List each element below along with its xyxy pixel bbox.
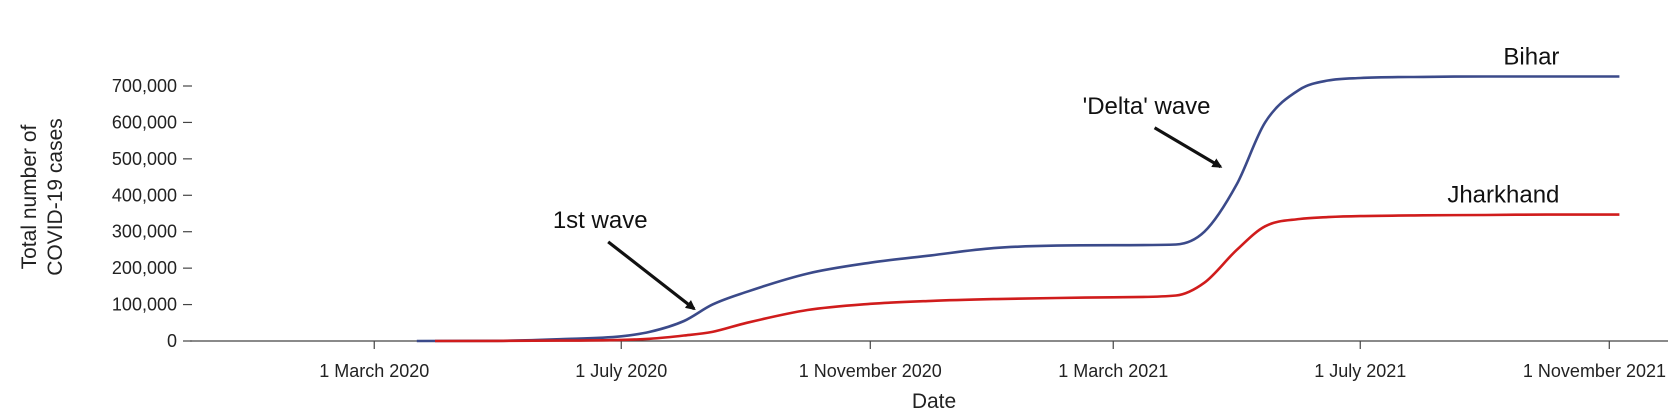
x-tick-label: 1 November 2020 (799, 361, 942, 381)
y-tick-label: 100,000 (112, 295, 177, 315)
annotations: 1st wave 'Delta' wave (553, 93, 1223, 311)
annotation-arrow (1153, 126, 1223, 169)
series-line-bihar (416, 75, 1620, 343)
series-line-jharkhand (434, 213, 1620, 343)
y-tick-label: 0 (167, 331, 177, 351)
x-tick-label: 1 November 2021 (1523, 361, 1666, 381)
x-axis: 1 March 2020 1 July 2020 1 November 2020 1 … (319, 341, 1666, 381)
annotation-label: 'Delta' wave (1083, 93, 1211, 120)
y-tick-label: 500,000 (112, 149, 177, 169)
y-tick-label: 400,000 (112, 185, 177, 205)
x-tick-label: 1 July 2020 (575, 361, 667, 381)
series-lines: Bihar Jharkhand (416, 44, 1620, 343)
x-tick-label: 1 March 2020 (319, 361, 429, 381)
y-tick-label: 600,000 (112, 112, 177, 132)
series-label-jharkhand: Jharkhand (1447, 182, 1559, 209)
y-axis-title-line-2: COVID-19 cases (44, 118, 67, 276)
x-axis-title: Date (912, 390, 956, 413)
series-label-bihar: Bihar (1503, 44, 1559, 71)
y-axis: 0 100,000 200,000 300,000 400,000 500,000 600,… (112, 76, 192, 351)
y-tick-label: 200,000 (112, 258, 177, 278)
y-axis-title: Total number of COVID-19 cases (18, 118, 67, 276)
y-tick-label: 700,000 (112, 76, 177, 96)
annotation-arrow (607, 240, 696, 311)
x-tick-label: 1 July 2021 (1314, 361, 1406, 381)
x-tick-label: 1 March 2021 (1058, 361, 1168, 381)
y-axis-title-line-1: Total number of (18, 124, 41, 269)
y-tick-label: 300,000 (112, 222, 177, 242)
annotation-label: 1st wave (553, 207, 648, 234)
